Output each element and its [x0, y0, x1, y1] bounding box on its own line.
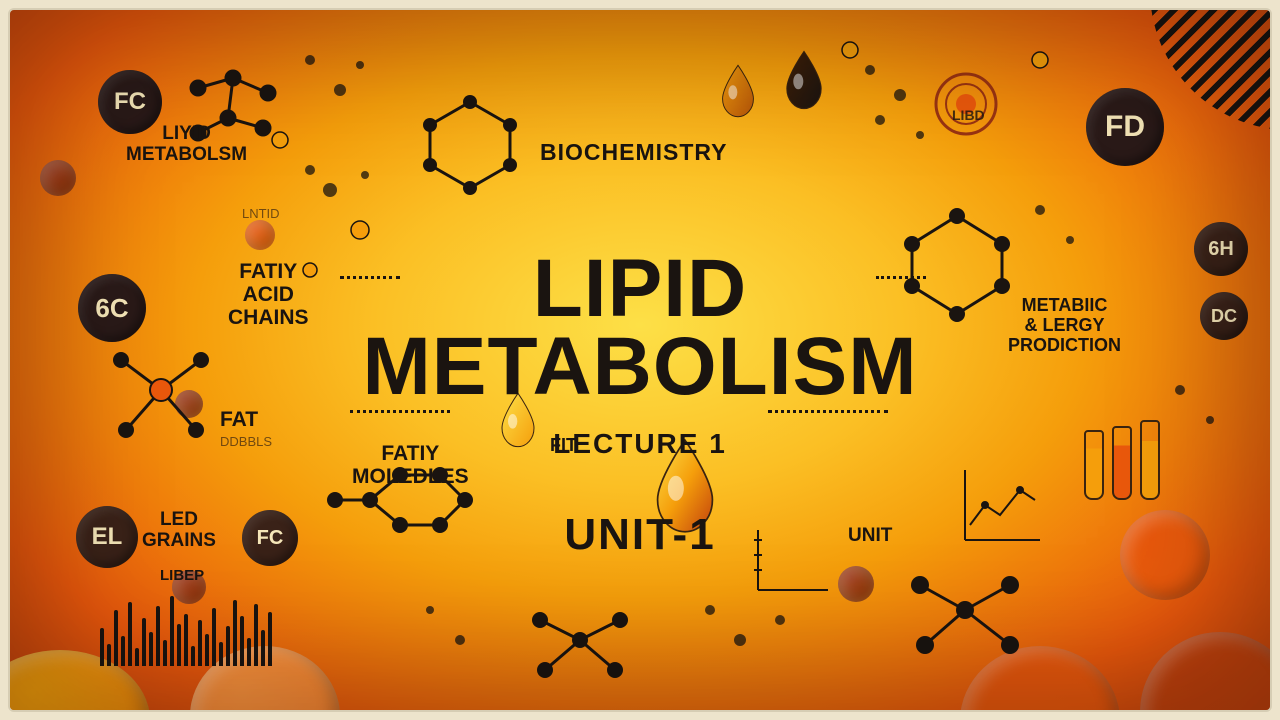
oil-drop-icon: [782, 50, 826, 110]
label-ddbbls: DDBBLS: [220, 434, 272, 449]
test-tube-icon: [1084, 430, 1104, 500]
label-metabiic: METABIIC & LERGY PRODICTION: [1008, 296, 1121, 355]
badge-fc: FC: [98, 70, 162, 134]
infographic-card: BIOCHEMISTRY LIYID METABOLSM FATIY ACID …: [8, 8, 1272, 712]
axis-decoration-2: [950, 460, 1050, 550]
title-line2: METABOLISM: [362, 321, 917, 412]
subtitle-lecture: LECTURE 1: [553, 428, 727, 460]
label-lntid: LNTID: [242, 206, 280, 221]
label-unit: UNIT: [848, 526, 892, 547]
label-fatiy-moledles: FATIY MOLEDLES: [352, 442, 469, 488]
badge-6h: 6H: [1194, 222, 1248, 276]
oil-drop-icon: [718, 64, 758, 118]
ring-decoration: [926, 64, 1006, 144]
label-fatiy-acid-chains: FATIY ACID CHAINS: [228, 260, 309, 329]
label-biochemistry: BIOCHEMISTRY: [540, 140, 728, 165]
badge-el: EL: [76, 506, 138, 568]
unit-heading: UNIT-1: [564, 510, 715, 560]
badge-fd: FD: [1086, 88, 1164, 166]
label-fat: FAT: [220, 408, 258, 431]
badge-fc2: FC: [242, 510, 298, 566]
label-led-grains: LED GRAINS: [142, 510, 216, 552]
axis-decoration: [748, 520, 838, 600]
label-libep: LIBEP: [160, 568, 204, 585]
test-tube-icon: [1140, 420, 1160, 500]
badge-dc: DC: [1200, 292, 1248, 340]
main-title: LIPID METABOLISM: [362, 250, 917, 406]
badge-6c: 6C: [78, 274, 146, 342]
bar-decoration: [100, 596, 272, 666]
label-libd: LIBD: [952, 108, 985, 123]
test-tube-icon: [1112, 426, 1132, 500]
